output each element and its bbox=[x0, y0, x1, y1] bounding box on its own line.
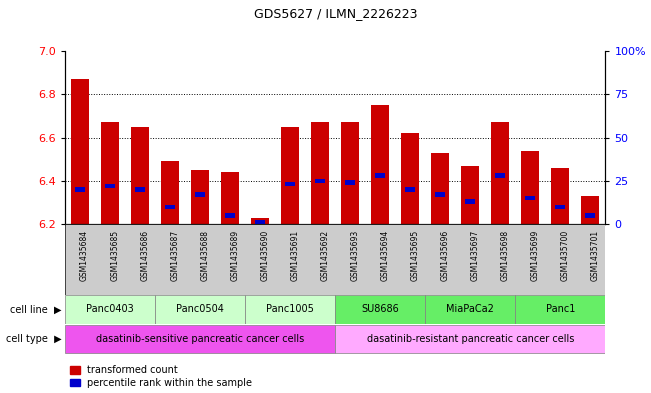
Bar bbox=[165, 204, 175, 209]
Bar bbox=[191, 170, 209, 224]
Bar bbox=[525, 196, 535, 200]
Text: SU8686: SU8686 bbox=[361, 305, 399, 314]
Text: dasatinib-sensitive pancreatic cancer cells: dasatinib-sensitive pancreatic cancer ce… bbox=[96, 334, 304, 344]
Bar bbox=[65, 296, 155, 324]
Text: GSM1435684: GSM1435684 bbox=[80, 230, 89, 281]
Text: GSM1435692: GSM1435692 bbox=[320, 230, 329, 281]
Bar bbox=[311, 123, 329, 224]
Text: GSM1435693: GSM1435693 bbox=[350, 230, 359, 281]
Text: Panc0403: Panc0403 bbox=[86, 305, 134, 314]
Bar bbox=[225, 213, 235, 217]
Bar bbox=[492, 123, 509, 224]
Bar bbox=[281, 127, 299, 224]
Text: MiaPaCa2: MiaPaCa2 bbox=[447, 305, 494, 314]
Bar bbox=[581, 196, 600, 224]
Text: GSM1435698: GSM1435698 bbox=[501, 230, 509, 281]
Bar bbox=[75, 187, 85, 191]
Text: GSM1435696: GSM1435696 bbox=[440, 230, 449, 281]
Text: GSM1435694: GSM1435694 bbox=[380, 230, 389, 281]
Bar bbox=[462, 166, 479, 224]
Bar bbox=[65, 325, 335, 353]
Bar bbox=[71, 79, 89, 224]
Text: GSM1435697: GSM1435697 bbox=[470, 230, 479, 281]
Text: GSM1435695: GSM1435695 bbox=[410, 230, 419, 281]
Bar bbox=[585, 213, 596, 217]
Bar bbox=[376, 173, 385, 178]
Text: Panc1: Panc1 bbox=[546, 305, 575, 314]
Bar bbox=[315, 178, 326, 183]
Bar bbox=[345, 180, 355, 185]
Bar bbox=[495, 173, 505, 178]
Bar bbox=[406, 187, 415, 191]
Text: GDS5627 / ILMN_2226223: GDS5627 / ILMN_2226223 bbox=[253, 7, 417, 20]
Bar bbox=[221, 172, 239, 224]
Text: GSM1435691: GSM1435691 bbox=[290, 230, 299, 281]
Bar bbox=[131, 127, 149, 224]
Bar bbox=[135, 187, 145, 191]
Text: GSM1435699: GSM1435699 bbox=[531, 230, 540, 281]
Text: dasatinib-resistant pancreatic cancer cells: dasatinib-resistant pancreatic cancer ce… bbox=[367, 334, 574, 344]
Bar bbox=[551, 168, 570, 224]
Text: cell type  ▶: cell type ▶ bbox=[7, 334, 62, 344]
Text: Panc0504: Panc0504 bbox=[176, 305, 224, 314]
Bar bbox=[401, 133, 419, 224]
Bar bbox=[335, 296, 425, 324]
Text: GSM1435686: GSM1435686 bbox=[140, 230, 149, 281]
Bar bbox=[432, 152, 449, 224]
Text: cell line  ▶: cell line ▶ bbox=[10, 305, 62, 314]
Text: GSM1435701: GSM1435701 bbox=[590, 230, 600, 281]
Bar bbox=[521, 151, 540, 224]
Bar bbox=[371, 105, 389, 224]
Text: GSM1435700: GSM1435700 bbox=[561, 230, 570, 281]
Bar bbox=[285, 182, 295, 186]
Bar bbox=[101, 123, 119, 224]
Bar bbox=[341, 123, 359, 224]
Bar bbox=[161, 161, 179, 224]
Text: GSM1435690: GSM1435690 bbox=[260, 230, 270, 281]
Bar bbox=[155, 296, 245, 324]
Legend: transformed count, percentile rank within the sample: transformed count, percentile rank withi… bbox=[70, 365, 253, 388]
Bar bbox=[105, 184, 115, 188]
Bar bbox=[255, 220, 265, 224]
Text: GSM1435687: GSM1435687 bbox=[170, 230, 179, 281]
Text: Panc1005: Panc1005 bbox=[266, 305, 314, 314]
Bar bbox=[555, 204, 565, 209]
Text: GSM1435688: GSM1435688 bbox=[201, 230, 209, 281]
Bar bbox=[245, 296, 335, 324]
Bar bbox=[251, 217, 270, 224]
Bar bbox=[425, 296, 516, 324]
Bar bbox=[195, 193, 205, 197]
Text: GSM1435689: GSM1435689 bbox=[230, 230, 239, 281]
Bar bbox=[465, 199, 475, 204]
Bar bbox=[436, 193, 445, 197]
Bar bbox=[335, 325, 605, 353]
Text: GSM1435685: GSM1435685 bbox=[110, 230, 119, 281]
Bar bbox=[516, 296, 605, 324]
